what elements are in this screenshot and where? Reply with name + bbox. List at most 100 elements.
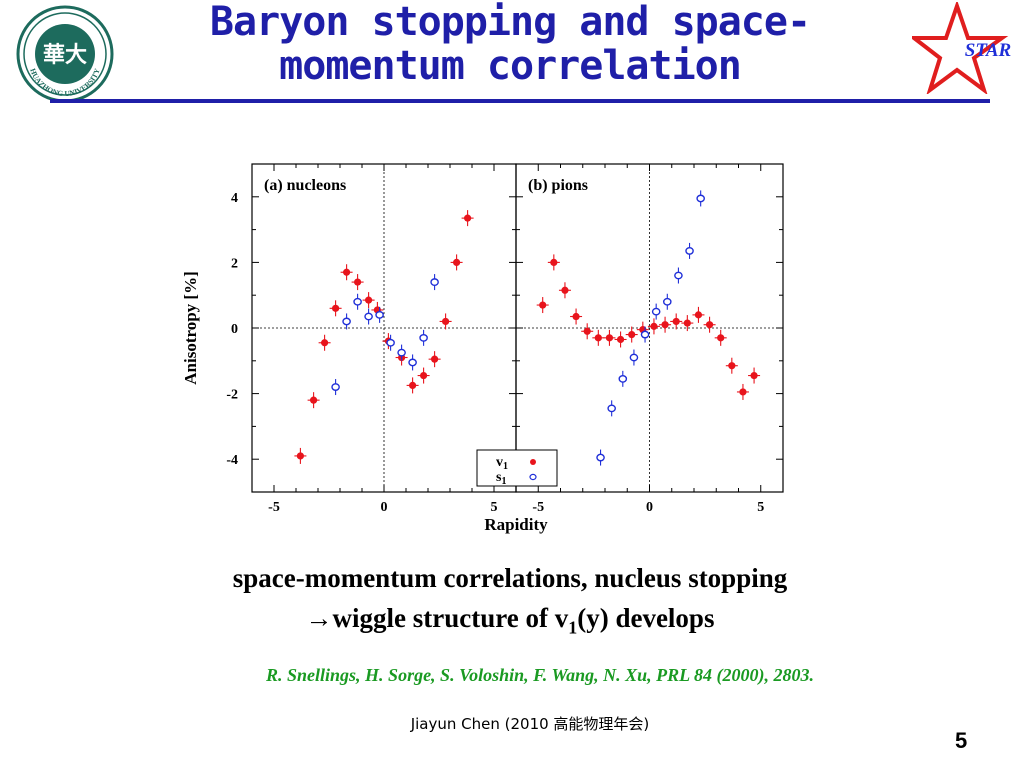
v1-point (439, 313, 452, 330)
marker (629, 353, 639, 362)
title-line-2: momentum correlation (279, 43, 742, 89)
marker (628, 330, 636, 339)
marker (572, 312, 580, 321)
marker (618, 374, 628, 383)
marker (420, 371, 428, 380)
s1-point (640, 326, 650, 343)
s1-point (685, 242, 694, 259)
v1-point (307, 392, 320, 409)
star-logo-text: STAR (965, 40, 1011, 61)
x-tick-label: -5 (268, 500, 280, 515)
marker (539, 301, 547, 309)
anisotropy-chart: Anisotropy [%] -5 0 5 -4 -2 0 2 4 (a) nucleons -5 0… (181, 163, 784, 534)
v1-point (603, 329, 616, 346)
v1-point (329, 300, 342, 317)
s1-point (674, 267, 683, 284)
v1-point (748, 367, 761, 384)
slide-caption: space-momentum correlations, nucleus sto… (100, 558, 920, 647)
s1-point (397, 344, 406, 361)
x-tick-label: 0 (381, 500, 388, 515)
slide-title: Baryon stopping and space- momentum corr… (140, 0, 880, 88)
s1-point (607, 400, 616, 417)
v1-point (681, 315, 694, 332)
y-tick-label: 2 (231, 256, 238, 271)
marker (674, 271, 683, 280)
marker (353, 297, 362, 306)
v1-point (570, 308, 583, 325)
reference-citation: R. Snellings, H. Sorge, S. Voloshin, F. … (266, 665, 814, 685)
marker (408, 358, 417, 367)
y-tick-label: -4 (226, 453, 238, 468)
marker (354, 278, 362, 286)
s1-point (375, 306, 384, 323)
marker (397, 348, 406, 357)
s1-point (386, 334, 395, 351)
marker (696, 194, 705, 203)
v1-point (450, 254, 463, 271)
v1-point (547, 254, 560, 271)
marker (605, 334, 614, 342)
s1-point (353, 293, 362, 310)
v1-point (670, 313, 683, 330)
v1-point (659, 316, 672, 333)
s1-point (618, 370, 628, 387)
v1-point (625, 326, 638, 343)
page-number: 5 (955, 728, 968, 753)
v1-point (614, 331, 627, 348)
marker (705, 321, 714, 329)
marker (419, 333, 428, 342)
legend-label-v1: v1 (496, 455, 508, 472)
star-logo: STAR (912, 2, 1011, 94)
s1-point (430, 274, 439, 291)
marker (386, 338, 395, 347)
marker (607, 404, 616, 413)
legend-label-s1: s1 (496, 470, 506, 487)
marker (672, 317, 680, 326)
marker (375, 310, 384, 319)
v1-point (736, 383, 749, 400)
legend-frame (476, 449, 558, 487)
v1-point (294, 447, 307, 464)
marker (650, 322, 658, 330)
marker (616, 335, 625, 344)
x-tick-label: 0 (646, 500, 653, 515)
marker (683, 319, 691, 327)
marker (694, 311, 703, 319)
marker (365, 296, 373, 304)
marker (409, 381, 417, 389)
v1-point (592, 329, 605, 346)
marker (364, 312, 373, 321)
marker (685, 247, 694, 255)
title-line-1: Baryon stopping and space- (209, 0, 811, 45)
marker (442, 317, 450, 326)
star-icon (912, 2, 1009, 94)
marker (431, 355, 439, 363)
v1-point (581, 323, 594, 340)
x-tick-label: 5 (757, 500, 764, 515)
s1-point (342, 313, 351, 330)
s1-point (419, 329, 428, 346)
v1-point (340, 264, 353, 281)
marker (331, 383, 340, 391)
marker (310, 396, 318, 404)
huazhong-university-logo: 華大 HUAZHONG UNIVERSITY (16, 5, 114, 103)
s1-point (629, 349, 639, 366)
marker (464, 214, 472, 222)
v1-point (647, 318, 660, 335)
s1-point (651, 303, 661, 320)
y-axis-label: Anisotropy [%] (181, 271, 200, 385)
marker (342, 317, 351, 326)
v1-point (692, 306, 705, 323)
v1-point (318, 334, 331, 351)
s1-point (596, 449, 605, 466)
x-tick-label: 5 (491, 500, 498, 515)
marker (583, 327, 591, 335)
v1-point (461, 210, 474, 227)
marker (430, 278, 439, 286)
marker (594, 334, 602, 342)
caption-line-2: →wiggle structure of v1(y) develops (305, 603, 715, 638)
v1-point (536, 297, 549, 314)
caption-line-1: space-momentum correlations, nucleus sto… (232, 563, 788, 593)
marker (661, 321, 669, 329)
v1-point (417, 367, 430, 384)
